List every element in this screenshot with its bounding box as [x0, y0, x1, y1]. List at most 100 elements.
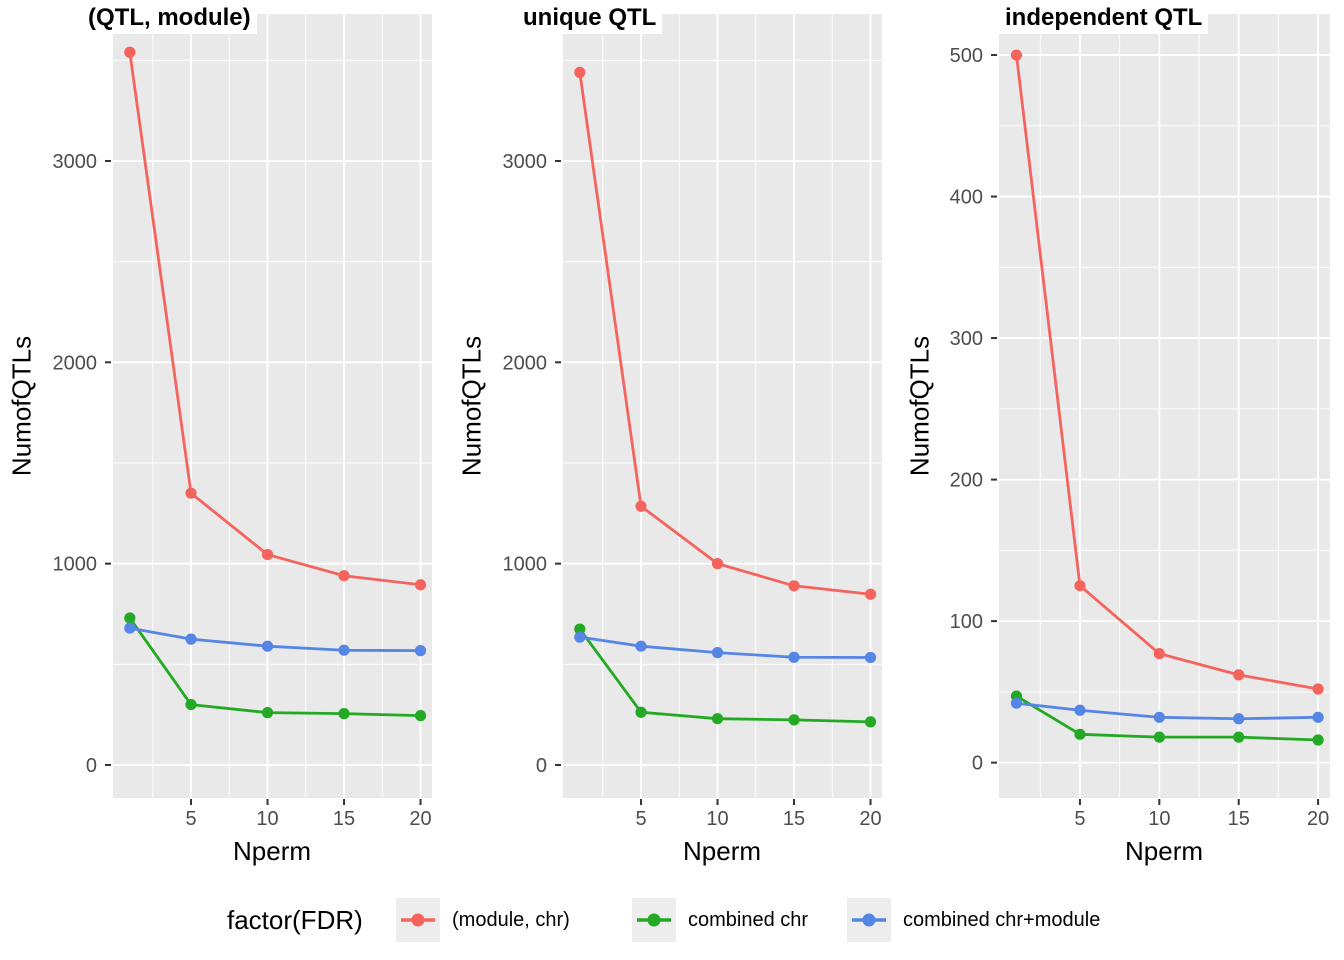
data-point: [124, 622, 136, 634]
axes: 0 100 200 300 400 500 5 10 15 20: [950, 45, 1330, 830]
data-point: [1233, 669, 1245, 681]
series-combined-chr: [574, 623, 877, 728]
legend-key-module-chr: [396, 898, 440, 942]
panel-title-independent-qtl: independent QTL: [999, 2, 1209, 34]
data-point: [1074, 704, 1086, 716]
y-tick-label: 3000: [503, 151, 548, 173]
data-point: [1312, 734, 1324, 746]
series-combined-chr: [124, 612, 427, 722]
x-tick-label: 5: [185, 808, 196, 830]
y-axis-title-panel-2: NumofQTLs: [456, 335, 487, 477]
axes: 0 1000 2000 3000 5 10 15 20: [53, 151, 432, 830]
panel-0: 0 1000 2000 3000 5 10 15 20: [53, 14, 432, 830]
data-point: [338, 708, 350, 720]
series-combined-chr+module: [1010, 697, 1324, 725]
legend-key-combined-chr: [632, 898, 676, 942]
legend-key-combined-chr-module: [847, 898, 891, 942]
x-tick-label: 10: [706, 808, 728, 830]
y-tick-label: 200: [950, 470, 983, 492]
panel-background: [563, 14, 882, 798]
data-point: [635, 706, 647, 718]
series--module-chr-: [574, 66, 877, 600]
x-axis-title-panel-3: Nperm: [1124, 836, 1204, 866]
data-point: [1312, 711, 1324, 723]
panel-title-unique-qtl: unique QTL: [517, 2, 663, 34]
data-point: [1074, 580, 1086, 592]
data-point: [864, 651, 877, 664]
panel-1: 0 1000 2000 3000 5 10 15 20: [503, 14, 882, 830]
legend-glyph-line-point: [401, 913, 435, 927]
y-tick-label: 2000: [503, 352, 548, 374]
series-combined-chr+module: [574, 631, 877, 664]
data-point: [1153, 648, 1165, 660]
x-tick-label: 15: [1228, 808, 1250, 830]
x-tick-label: 15: [333, 808, 355, 830]
panel-background: [999, 14, 1330, 798]
data-point: [635, 640, 647, 652]
series--module-chr-: [124, 46, 427, 591]
data-point: [338, 644, 350, 656]
data-point: [711, 713, 724, 725]
axes: 0 1000 2000 3000 5 10 15 20: [503, 151, 882, 830]
y-tick-label: 3000: [53, 151, 98, 173]
legend-title: factor(FDR): [227, 905, 363, 935]
x-tick-label: 15: [783, 808, 805, 830]
data-point: [414, 579, 427, 591]
series-combined-chr+module: [124, 622, 427, 657]
y-tick-label: 100: [950, 611, 983, 633]
data-point: [788, 580, 800, 592]
y-tick-label: 1000: [53, 554, 98, 576]
panel-background: [113, 14, 432, 798]
x-axis-title-panel-2: Nperm: [682, 836, 762, 866]
x-tick-label: 5: [1074, 808, 1085, 830]
gridlines: [113, 14, 432, 798]
x-tick-label: 20: [409, 808, 431, 830]
y-tick-label: 300: [950, 328, 983, 350]
gridlines: [563, 14, 882, 798]
data-point: [1010, 49, 1023, 61]
data-point: [185, 633, 197, 645]
data-point: [338, 570, 350, 582]
data-point: [1233, 713, 1245, 725]
x-tick-label: 10: [1148, 808, 1170, 830]
y-tick-label: 0: [536, 755, 547, 777]
y-tick-label: 1000: [503, 554, 548, 576]
data-point: [124, 46, 136, 58]
x-tick-label: 10: [256, 808, 278, 830]
data-point: [1074, 728, 1086, 740]
data-point: [711, 558, 724, 570]
legend-glyph-line-point: [637, 913, 671, 927]
data-point: [1312, 683, 1324, 695]
data-point: [185, 487, 197, 499]
legend-glyph-line-point: [852, 913, 886, 927]
data-point: [635, 500, 647, 512]
data-point: [788, 714, 800, 726]
data-point: [1010, 697, 1023, 709]
data-point: [711, 647, 724, 659]
data-point: [1153, 731, 1165, 743]
data-point: [414, 710, 427, 722]
data-point: [788, 651, 800, 663]
data-point: [574, 66, 586, 78]
y-tick-label: 500: [950, 45, 983, 67]
series--module-chr-: [1010, 49, 1324, 695]
data-point: [261, 548, 274, 561]
legend-label-combined-chr-module: combined chr+module: [903, 909, 1101, 931]
data-point: [261, 707, 274, 719]
y-tick-label: 0: [972, 753, 983, 775]
legend-label-combined-chr: combined chr: [688, 909, 809, 931]
data-point: [1233, 731, 1245, 743]
panel-title-qtl-module: (QTL, module): [82, 2, 257, 34]
y-tick-label: 2000: [53, 352, 98, 374]
data-point: [185, 698, 197, 711]
legend-label-module-chr: (module, chr): [452, 909, 570, 931]
panel-2: 0 100 200 300 400 500 5 10 15 20: [950, 14, 1330, 830]
data-point: [124, 612, 136, 624]
y-axis-title-panel-1: NumofQTLs: [6, 335, 37, 477]
data-point: [574, 623, 586, 635]
x-tick-label: 5: [635, 808, 646, 830]
data-point: [261, 640, 274, 652]
y-tick-label: 0: [86, 755, 97, 777]
